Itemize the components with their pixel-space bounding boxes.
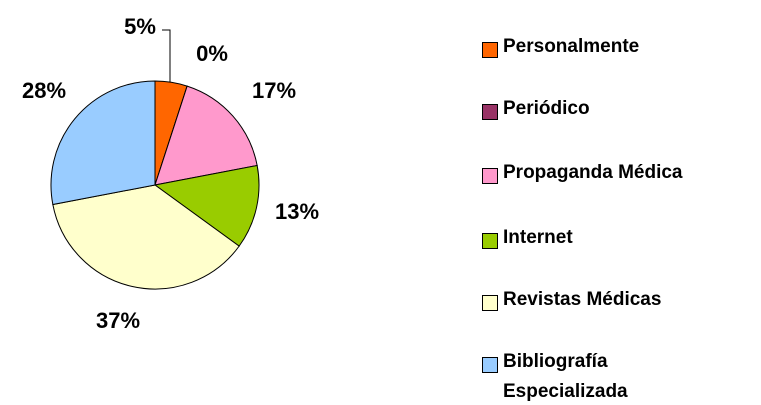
pie-slice (154, 85, 258, 186)
legend-entry: Internet (482, 227, 713, 253)
legend-label: Revistas Médicas (503, 289, 662, 310)
data-label: 28% (22, 78, 66, 103)
legend-entry: Personalmente (482, 36, 713, 62)
legend-swatch (482, 295, 498, 311)
legend-swatch (482, 104, 498, 120)
leader-line (162, 29, 171, 82)
legend-label: Internet (503, 227, 573, 248)
data-label: 13% (275, 199, 319, 224)
data-label: 5% (124, 14, 156, 39)
legend-swatch (482, 42, 498, 58)
legend-swatch (482, 168, 498, 184)
data-label: 37% (96, 308, 140, 333)
legend-label: Propaganda Médica (503, 162, 683, 183)
pie-slice (52, 184, 240, 290)
legend-entry: Periódico (482, 98, 713, 124)
pie-slice (50, 80, 156, 206)
legend-swatch (482, 233, 498, 249)
data-label: 17% (252, 78, 296, 103)
data-label: 0% (196, 41, 228, 66)
legend-label: Personalmente (503, 36, 640, 57)
legend-label: Bibliografía Especializada (503, 351, 628, 402)
legend-entry: Revistas Médicas (482, 289, 713, 315)
legend-entry: Bibliografía Especializada (482, 351, 713, 405)
pie-slice (153, 164, 260, 247)
legend-label: Periódico (503, 98, 590, 119)
legend-entry: Propaganda Médica (482, 162, 713, 188)
legend-swatch (482, 357, 498, 373)
